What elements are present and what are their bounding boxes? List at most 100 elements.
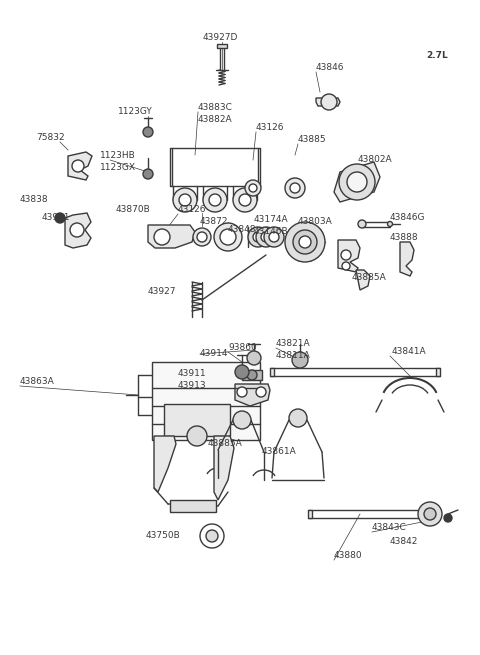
Text: 1123GY: 1123GY (118, 107, 153, 117)
Circle shape (235, 365, 249, 379)
Text: 43841A: 43841A (392, 348, 427, 356)
Circle shape (233, 188, 257, 212)
Text: 43870B: 43870B (116, 206, 151, 214)
Circle shape (418, 502, 442, 526)
Circle shape (264, 227, 284, 247)
Text: 43872: 43872 (200, 217, 228, 227)
Text: 43174A: 43174A (254, 215, 288, 225)
Polygon shape (65, 213, 91, 248)
Circle shape (285, 222, 325, 262)
Circle shape (200, 524, 224, 548)
Circle shape (285, 178, 305, 198)
Text: 43838: 43838 (20, 195, 48, 204)
Circle shape (444, 514, 452, 522)
Circle shape (203, 188, 227, 212)
Text: 1123GX: 1123GX (100, 164, 136, 172)
Circle shape (143, 169, 153, 179)
Text: 43921: 43921 (42, 214, 71, 223)
Circle shape (387, 221, 393, 227)
Circle shape (209, 194, 221, 206)
Text: 43885A: 43885A (208, 440, 243, 449)
Bar (170, 500, 216, 512)
Circle shape (339, 164, 375, 200)
Circle shape (173, 188, 197, 212)
Circle shape (292, 352, 308, 368)
Text: 43913: 43913 (178, 381, 206, 390)
Bar (152, 362, 260, 440)
Text: 43750B: 43750B (146, 531, 181, 540)
Text: 2.7L: 2.7L (426, 50, 448, 60)
Circle shape (245, 180, 261, 196)
Text: 1123HB: 1123HB (100, 151, 136, 160)
Text: 43846G: 43846G (390, 214, 425, 223)
Circle shape (193, 228, 211, 246)
Circle shape (55, 213, 65, 223)
Bar (436, 368, 440, 376)
Text: 43885: 43885 (298, 136, 326, 145)
Text: 43863A: 43863A (20, 377, 55, 386)
Circle shape (179, 194, 191, 206)
Polygon shape (334, 162, 380, 202)
Bar (270, 368, 274, 376)
Text: 75832: 75832 (36, 134, 65, 143)
Text: 43883C: 43883C (198, 103, 233, 113)
Circle shape (424, 508, 436, 520)
Circle shape (290, 183, 300, 193)
Circle shape (72, 160, 84, 172)
Text: 43885A: 43885A (352, 274, 387, 282)
Circle shape (239, 194, 251, 206)
Circle shape (214, 223, 242, 251)
Circle shape (289, 409, 307, 427)
Circle shape (299, 236, 311, 248)
Circle shape (187, 426, 207, 446)
Text: 43126: 43126 (256, 124, 285, 132)
Text: 43846: 43846 (316, 64, 345, 73)
Circle shape (143, 127, 153, 137)
Circle shape (293, 230, 317, 254)
Text: 43811A: 43811A (276, 352, 311, 360)
Circle shape (247, 370, 257, 380)
Circle shape (249, 184, 257, 192)
Bar (164, 404, 230, 436)
Text: 93860: 93860 (228, 343, 257, 352)
Text: 43911: 43911 (178, 369, 206, 379)
Bar (217, 44, 227, 48)
Text: 43802A: 43802A (358, 155, 393, 164)
Text: 43880: 43880 (334, 552, 362, 561)
Polygon shape (68, 152, 92, 180)
Polygon shape (154, 436, 176, 492)
Circle shape (341, 250, 351, 260)
Polygon shape (214, 436, 234, 500)
Polygon shape (316, 98, 340, 106)
Circle shape (261, 232, 271, 242)
Circle shape (347, 172, 367, 192)
Polygon shape (338, 240, 360, 272)
Bar (308, 510, 312, 518)
Circle shape (342, 262, 350, 270)
Circle shape (206, 530, 218, 542)
Text: 43914: 43914 (200, 350, 228, 358)
Text: 43842: 43842 (390, 538, 419, 546)
Polygon shape (148, 225, 195, 248)
Text: 43803A: 43803A (298, 217, 333, 227)
Text: 43821A: 43821A (276, 339, 311, 348)
Polygon shape (356, 270, 370, 290)
Polygon shape (400, 242, 414, 276)
Circle shape (154, 229, 170, 245)
Text: 43146B: 43146B (254, 227, 288, 236)
Bar (242, 370, 262, 380)
Circle shape (233, 411, 251, 429)
Text: 43927: 43927 (148, 288, 177, 297)
Text: 43882A: 43882A (198, 115, 233, 124)
Circle shape (197, 232, 207, 242)
Circle shape (70, 223, 84, 237)
Circle shape (237, 387, 247, 397)
Text: 43126: 43126 (178, 206, 206, 214)
Circle shape (256, 227, 276, 247)
Text: 43888: 43888 (390, 233, 419, 242)
Circle shape (256, 387, 266, 397)
Circle shape (321, 94, 337, 110)
Circle shape (247, 351, 261, 365)
Text: 43843C: 43843C (372, 523, 407, 533)
Text: 43927D: 43927D (202, 33, 238, 43)
